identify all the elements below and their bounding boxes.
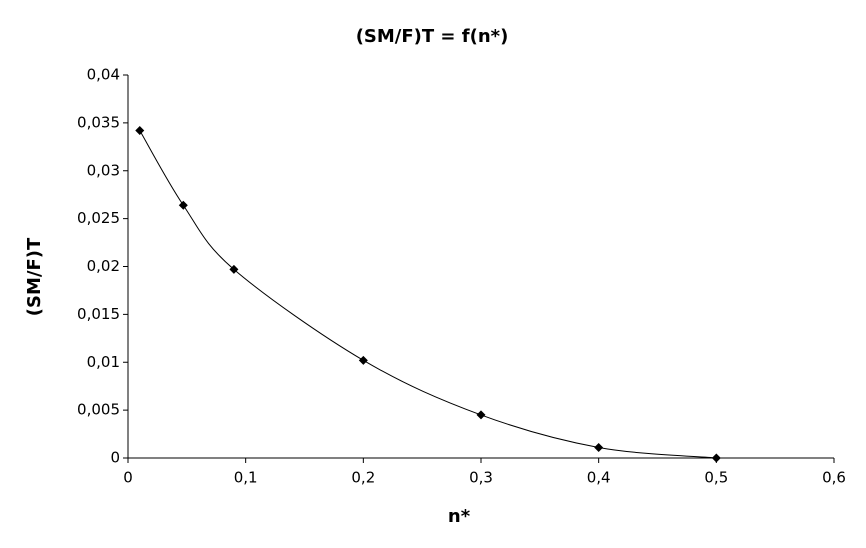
y-tick-label: 0	[110, 449, 120, 467]
marker	[178, 200, 188, 210]
marker	[135, 126, 145, 136]
x-axis-label: n*	[448, 506, 471, 527]
y-tick-label: 0,025	[77, 209, 120, 227]
y-tick-label: 0,005	[77, 401, 120, 419]
y-axis-label: (SM/F)T	[24, 237, 45, 316]
x-tick-label: 0,6	[822, 469, 846, 487]
x-tick-label: 0,4	[587, 469, 611, 487]
x-tick-label: 0	[123, 469, 133, 487]
x-tick-label: 0,3	[469, 469, 493, 487]
y-tick-label: 0,035	[77, 113, 120, 131]
marker	[229, 264, 239, 274]
chart-title: (SM/F)T = f(n*)	[356, 26, 509, 47]
x-tick-label: 0,5	[704, 469, 728, 487]
x-tick-label: 0,2	[351, 469, 375, 487]
marker	[711, 453, 721, 463]
marker	[594, 442, 604, 452]
y-tick-label: 0,03	[87, 161, 120, 179]
y-tick-label: 0,04	[87, 66, 120, 84]
y-tick-label: 0,02	[87, 257, 120, 275]
x-tick-label: 0,1	[234, 469, 258, 487]
y-tick-label: 0,01	[87, 353, 120, 371]
marker	[476, 410, 486, 420]
marker	[358, 355, 368, 365]
y-tick-label: 0,015	[77, 305, 120, 323]
